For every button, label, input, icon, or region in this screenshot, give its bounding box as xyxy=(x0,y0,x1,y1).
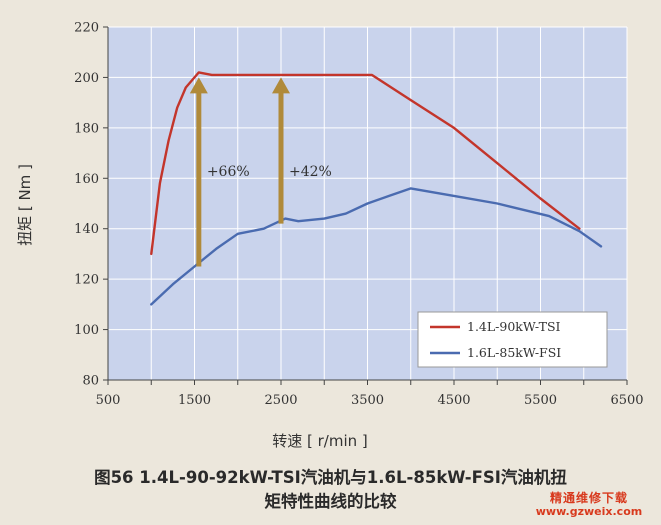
annotation-layer: +66% +42% xyxy=(189,77,332,267)
x-tick-label: 2500 xyxy=(264,393,297,408)
y-tick-label: 200 xyxy=(74,71,99,86)
legend-label-tsi: 1.4L-90kW-TSI xyxy=(467,319,561,334)
y-tick-label: 120 xyxy=(74,273,99,288)
x-axis-title: 转速 [ r/min ] xyxy=(272,432,368,450)
watermark-title: 精通维修下载 xyxy=(549,491,628,505)
watermark-url: www.gzweix.com xyxy=(535,505,643,518)
y-tick-label: 100 xyxy=(74,323,99,338)
axis-layer: 80 100 120 140 160 180 200 220 500 1500 2500 3500 45… xyxy=(74,21,643,409)
y-tick-label: 220 xyxy=(74,21,99,36)
y-tick-label: 140 xyxy=(74,222,99,237)
annotation-label-1: +66% xyxy=(207,164,250,180)
x-tick-label: 4500 xyxy=(437,393,470,408)
y-axis-title: 扭矩 [ Nm ] xyxy=(16,164,34,246)
legend-box xyxy=(417,311,608,368)
figure-caption: 图56 1.4L-90-92kW-TSI汽油机与1.6L-85kW-FSI汽油机… xyxy=(0,466,661,514)
annotation-arrow-head xyxy=(189,77,208,94)
x-tick-label: 5500 xyxy=(524,393,557,408)
annotation-label-2: +42% xyxy=(289,164,332,180)
x-tick-label: 3500 xyxy=(351,393,384,408)
caption-line-2: 矩特性曲线的比较 xyxy=(264,492,397,511)
caption-line-1: 图56 1.4L-90-92kW-TSI汽油机与1.6L-85kW-FSI汽油机… xyxy=(94,468,567,487)
series-line-tsi xyxy=(150,71,581,256)
x-tick-label: 1500 xyxy=(178,393,211,408)
legend-label-fsi: 1.6L-85kW-FSI xyxy=(467,345,561,360)
y-tick-label: 80 xyxy=(82,374,99,389)
series-line-fsi xyxy=(150,187,603,306)
x-tick-label: 500 xyxy=(96,393,121,408)
y-tick-label: 160 xyxy=(74,172,99,187)
y-tick-label: 180 xyxy=(74,121,99,136)
watermark: 精通维修下载 www.gzweix.com xyxy=(523,491,655,519)
legend: 1.4L-90kW-TSI 1.6L-85kW-FSI xyxy=(417,311,608,368)
series-layer xyxy=(150,71,603,306)
annotation-arrow-head xyxy=(272,77,290,94)
torque-chart: 80 100 120 140 160 180 200 220 500 1500 2500 3500 45… xyxy=(16,21,644,451)
x-tick-label: 6500 xyxy=(610,393,643,408)
